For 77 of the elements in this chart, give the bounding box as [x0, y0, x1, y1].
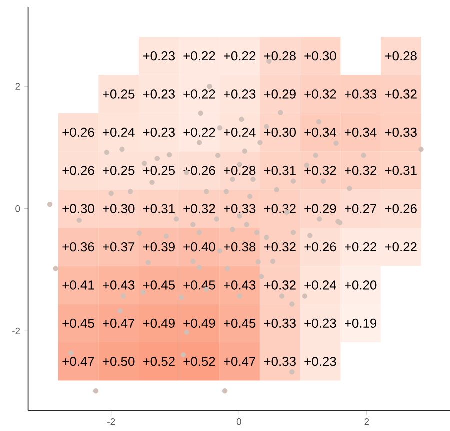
data-label: +0.45 [62, 318, 94, 328]
data-label: +0.36 [62, 242, 94, 252]
y-tick-label: -2 [12, 328, 20, 334]
data-label: +0.22 [184, 128, 216, 138]
data-label: +0.24 [103, 128, 135, 138]
data-label: +0.31 [385, 166, 417, 176]
data-label: +0.22 [345, 242, 376, 252]
data-label: +0.32 [345, 166, 376, 176]
y-tick-label: 0 [16, 206, 20, 212]
data-label: +0.23 [143, 51, 175, 61]
data-label: +0.25 [103, 166, 135, 176]
data-label: +0.30 [304, 51, 336, 61]
data-label: +0.24 [224, 128, 256, 138]
data-label: +0.41 [62, 280, 94, 290]
data-label: +0.30 [264, 128, 296, 138]
data-label: +0.31 [143, 204, 175, 214]
x-tick-label: 0 [236, 418, 242, 426]
data-label: +0.32 [264, 242, 296, 252]
data-label: +0.27 [345, 204, 376, 214]
data-label: +0.52 [184, 357, 216, 366]
data-label: +0.52 [143, 357, 175, 366]
data-label: +0.34 [304, 128, 336, 138]
data-label: +0.37 [103, 242, 135, 252]
data-label: +0.26 [385, 204, 417, 214]
data-label: +0.23 [304, 357, 336, 366]
data-label: +0.25 [143, 166, 175, 176]
data-label: +0.40 [184, 242, 216, 252]
data-label: +0.45 [143, 280, 175, 290]
data-label: +0.29 [264, 90, 296, 99]
x-tick-label: 2 [364, 418, 370, 426]
data-label: +0.25 [103, 90, 135, 99]
data-label: +0.28 [224, 166, 256, 176]
data-label: +0.26 [62, 128, 94, 138]
data-label: +0.49 [143, 318, 175, 328]
data-label: +0.22 [224, 51, 256, 61]
data-label: +0.32 [264, 280, 296, 290]
data-label: +0.32 [385, 90, 417, 99]
data-label: +0.30 [103, 204, 135, 214]
data-label: +0.30 [62, 204, 94, 214]
data-label: +0.47 [62, 357, 94, 366]
data-label: +0.43 [224, 280, 256, 290]
data-label: +0.31 [264, 166, 296, 176]
data-label: +0.23 [304, 318, 336, 328]
y-tick-label: 2 [16, 83, 20, 90]
data-label: +0.33 [345, 90, 377, 99]
data-label: +0.28 [385, 51, 417, 61]
data-label: +0.47 [103, 318, 135, 328]
data-label: +0.32 [184, 204, 216, 214]
data-label: +0.28 [264, 51, 296, 61]
data-label: +0.38 [224, 242, 256, 252]
data-label: +0.49 [184, 318, 216, 328]
data-label: +0.23 [143, 90, 175, 99]
data-label: +0.29 [304, 204, 336, 214]
data-label: +0.23 [143, 128, 175, 138]
data-label: +0.33 [224, 204, 256, 214]
data-label: +0.19 [345, 318, 377, 328]
data-label: +0.22 [184, 51, 216, 61]
data-label: +0.33 [385, 128, 417, 138]
data-label: +0.26 [304, 242, 336, 252]
data-label: +0.33 [264, 357, 296, 366]
data-label: +0.32 [304, 90, 336, 99]
data-label: +0.43 [103, 280, 135, 290]
data-label: +0.33 [264, 318, 296, 328]
data-label: +0.39 [143, 242, 175, 252]
data-label: +0.24 [304, 280, 336, 290]
data-label: +0.45 [224, 318, 256, 328]
data-label: +0.50 [103, 357, 135, 366]
data-label: +0.34 [345, 128, 377, 138]
data-label: +0.23 [224, 90, 256, 99]
data-label: +0.20 [345, 280, 377, 290]
data-label: +0.32 [304, 166, 336, 176]
data-label: +0.45 [184, 280, 216, 290]
data-label: +0.26 [62, 166, 94, 176]
x-tick-label: -2 [108, 418, 116, 426]
data-label: +0.22 [184, 90, 216, 99]
data-label: +0.22 [385, 242, 417, 252]
data-label: +0.47 [224, 357, 256, 366]
